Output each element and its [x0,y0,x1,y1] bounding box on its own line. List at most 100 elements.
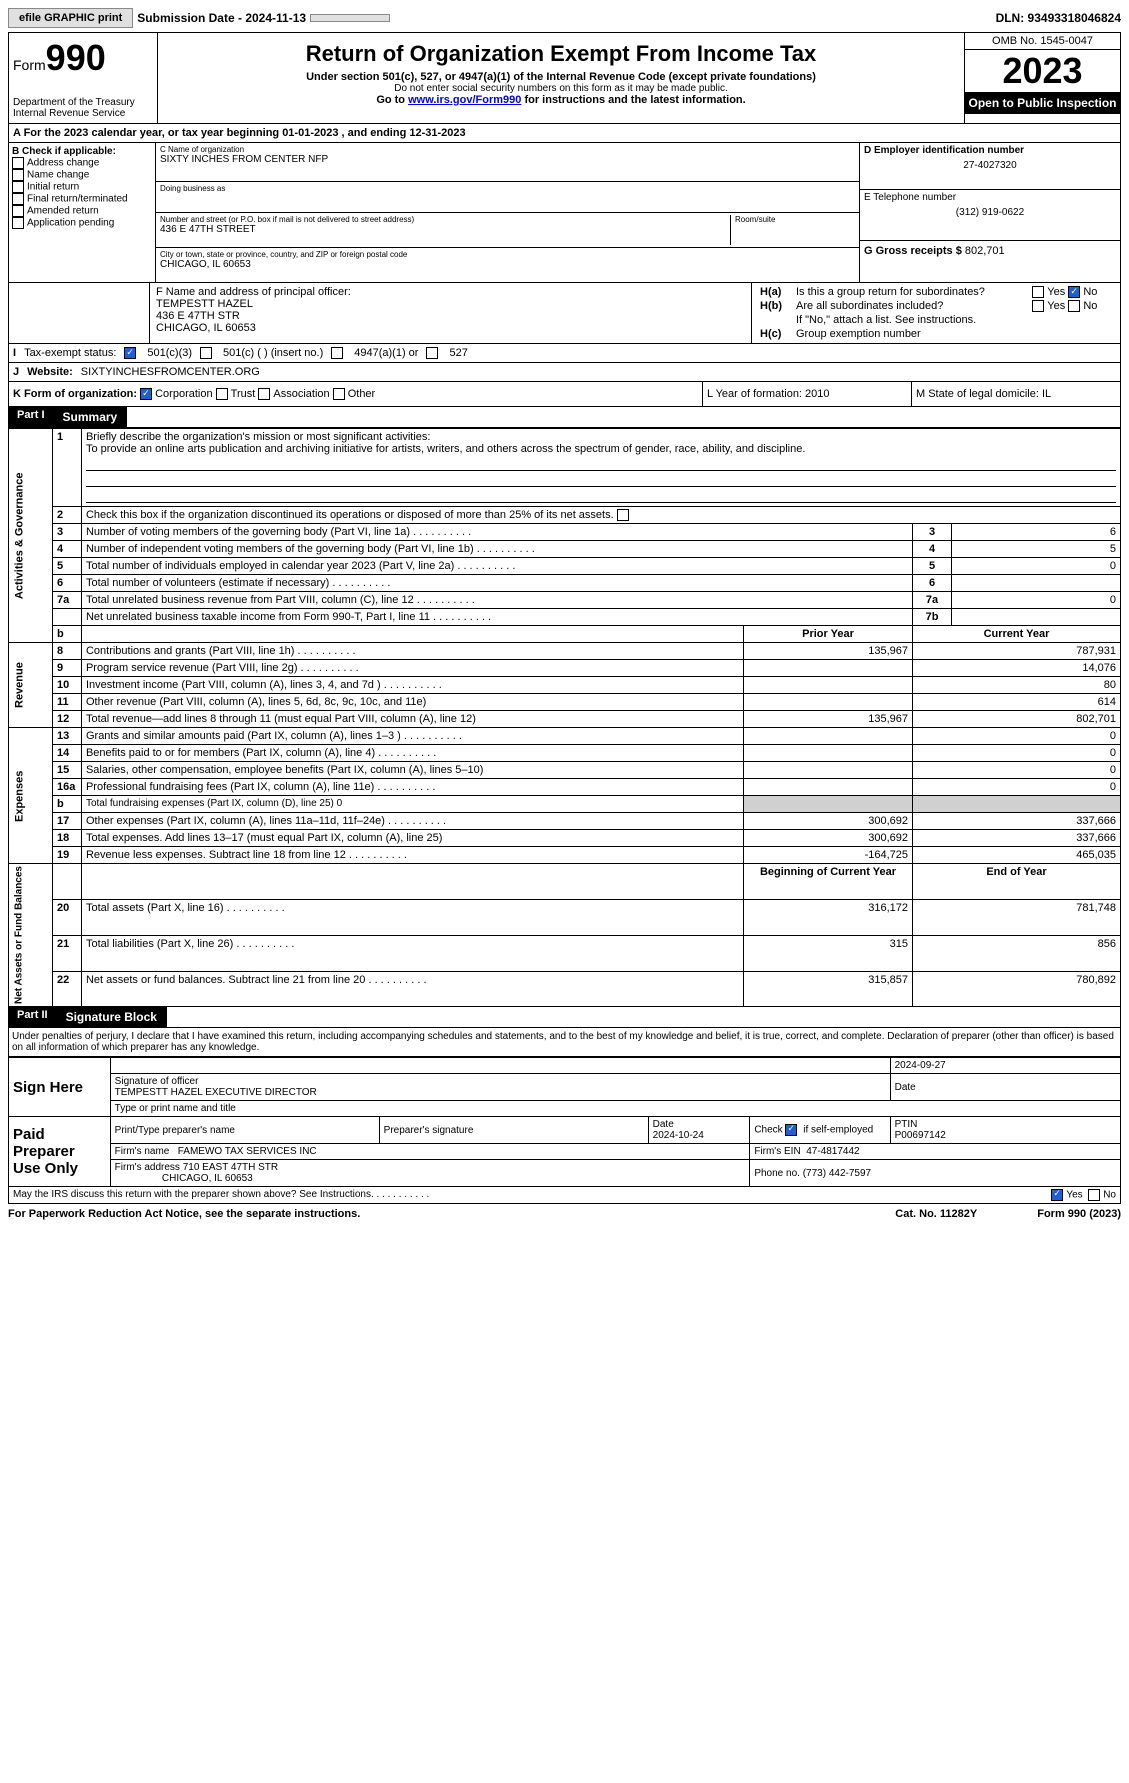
sign-date: 2024-09-27 [890,1058,1120,1074]
form-header: Form990 Department of the Treasury Inter… [8,32,1121,124]
chk-final-return[interactable] [12,193,24,205]
chk-name-change[interactable] [12,169,24,181]
toolbar-blank-button[interactable] [310,14,390,22]
street-value: 436 E 47TH STREET [160,224,726,235]
line-a: A For the 2023 calendar year, or tax yea… [8,124,1121,143]
col-de: D Employer identification number 27-4027… [859,143,1120,282]
summary-table: Activities & Governance 1 Briefly descri… [8,428,1121,1007]
perjury-statement: Under penalties of perjury, I declare th… [8,1028,1121,1057]
chk-initial-return[interactable] [12,181,24,193]
form-ref: Form 990 (2023) [1037,1208,1121,1220]
col-b: B Check if applicable: Address change Na… [9,143,156,282]
paid-preparer-label: Paid Preparer Use Only [9,1117,111,1187]
section-revenue: Revenue [9,643,53,728]
form-subtitle-1: Under section 501(c), 527, or 4947(a)(1)… [162,71,960,83]
goto-link[interactable]: www.irs.gov/Form990 [408,94,521,106]
section-net-assets: Net Assets or Fund Balances [9,864,53,1007]
chk-address-change[interactable] [12,157,24,169]
form-number: 990 [46,37,106,78]
sign-here-label: Sign Here [9,1058,111,1117]
irs-label: Internal Revenue Service [13,108,153,119]
website-value: SIXTYINCHESFROMCENTER.ORG [81,366,260,378]
dba-label: Doing business as [160,184,855,193]
omb-number: OMB No. 1545-0047 [965,33,1120,50]
discuss-question: May the IRS discuss this return with the… [13,1189,429,1200]
l-year: L Year of formation: 2010 [703,382,912,406]
chk-self-employed[interactable] [785,1124,797,1136]
goto-line: Go to www.irs.gov/Form990 for instructio… [162,94,960,106]
b-title: B Check if applicable: [12,146,152,157]
chk-trust[interactable] [216,388,228,400]
city-value: CHICAGO, IL 60653 [160,259,855,270]
i-label: Tax-exempt status: [24,347,116,359]
efile-print-button[interactable]: efile GRAPHIC print [8,8,133,28]
chk-501c3[interactable] [124,347,136,359]
m-state: M State of legal domicile: IL [912,382,1120,406]
org-name: SIXTY INCHES FROM CENTER NFP [160,154,855,165]
chk-discontinued[interactable] [617,509,629,521]
city-label: City or town, state or province, country… [160,250,855,259]
top-toolbar: efile GRAPHIC print Submission Date - 20… [8,8,1121,28]
pra-notice: For Paperwork Reduction Act Notice, see … [8,1208,360,1220]
ha-label: Is this a group return for subordinates? [792,285,1028,299]
section-f-h: F Name and address of principal officer:… [8,283,1121,344]
hb-yes[interactable] [1032,300,1044,312]
g-label: G Gross receipts $ [864,245,962,257]
form-label: Form [13,57,46,73]
dept-treasury: Department of the Treasury [13,97,153,108]
page-footer: For Paperwork Reduction Act Notice, see … [8,1204,1121,1220]
discuss-no[interactable] [1088,1189,1100,1201]
part-i-label: Part I [9,407,53,427]
chk-4947a1[interactable] [331,347,343,359]
part-i-bar: Part I Summary [8,407,1121,428]
e-label: E Telephone number [864,192,1116,203]
ha-no[interactable] [1068,286,1080,298]
officer-addr2: CHICAGO, IL 60653 [156,322,745,334]
signature-table: Sign Here 2024-09-27 Signature of office… [8,1057,1121,1204]
hdr-current: Current Year [913,626,1121,643]
c-name-label: C Name of organization [160,145,855,154]
section-b-to-g: B Check if applicable: Address change Na… [8,143,1121,283]
part-ii-label: Part II [9,1007,56,1027]
chk-amended[interactable] [12,205,24,217]
part-ii-title: Signature Block [56,1007,167,1027]
ha-yes[interactable] [1032,286,1044,298]
line-i: ITax-exempt status: 501(c)(3) 501(c) ( )… [8,344,1121,363]
hc-label: Group exemption number [792,327,1116,341]
hdr-eoy: End of Year [913,864,1121,900]
open-to-public: Open to Public Inspection [965,92,1120,114]
line-j: JWebsite: SIXTYINCHESFROMCENTER.ORG [8,363,1121,382]
part-ii-bar: Part II Signature Block [8,1007,1121,1028]
k-label: K Form of organization: [13,388,137,400]
section-expenses: Expenses [9,728,53,864]
l1-text: To provide an online arts publication an… [86,443,805,455]
tax-year: 2023 [965,50,1120,92]
discuss-yes[interactable] [1051,1189,1063,1201]
f-label: F Name and address of principal officer: [156,286,745,298]
hb-label: Are all subordinates included? [792,299,1028,313]
hdr-prior: Prior Year [744,626,913,643]
chk-501c-insert[interactable] [200,347,212,359]
d-label: D Employer identification number [864,145,1116,156]
section-activities: Activities & Governance [9,429,53,643]
line-klm: K Form of organization: Corporation Trus… [8,382,1121,407]
part-i-title: Summary [53,407,128,427]
cat-no: Cat. No. 11282Y [895,1208,977,1220]
chk-corp[interactable] [140,388,152,400]
ein-value: 27-4027320 [864,156,1116,171]
officer-name: TEMPESTT HAZEL [156,298,745,310]
hb-no[interactable] [1068,300,1080,312]
col-c: C Name of organization SIXTY INCHES FROM… [156,143,859,282]
gross-receipts: 802,701 [965,245,1005,257]
chk-527[interactable] [426,347,438,359]
chk-assoc[interactable] [258,388,270,400]
j-label: Website: [27,366,73,378]
room-label: Room/suite [735,215,855,224]
chk-app-pending[interactable] [12,217,24,229]
hb-note: If "No," attach a list. See instructions… [792,313,1116,327]
street-label: Number and street (or P.O. box if mail i… [160,215,726,224]
phone-value: (312) 919-0622 [864,203,1116,218]
form-subtitle-2: Do not enter social security numbers on … [162,83,960,94]
chk-other[interactable] [333,388,345,400]
officer-addr1: 436 E 47TH STR [156,310,745,322]
